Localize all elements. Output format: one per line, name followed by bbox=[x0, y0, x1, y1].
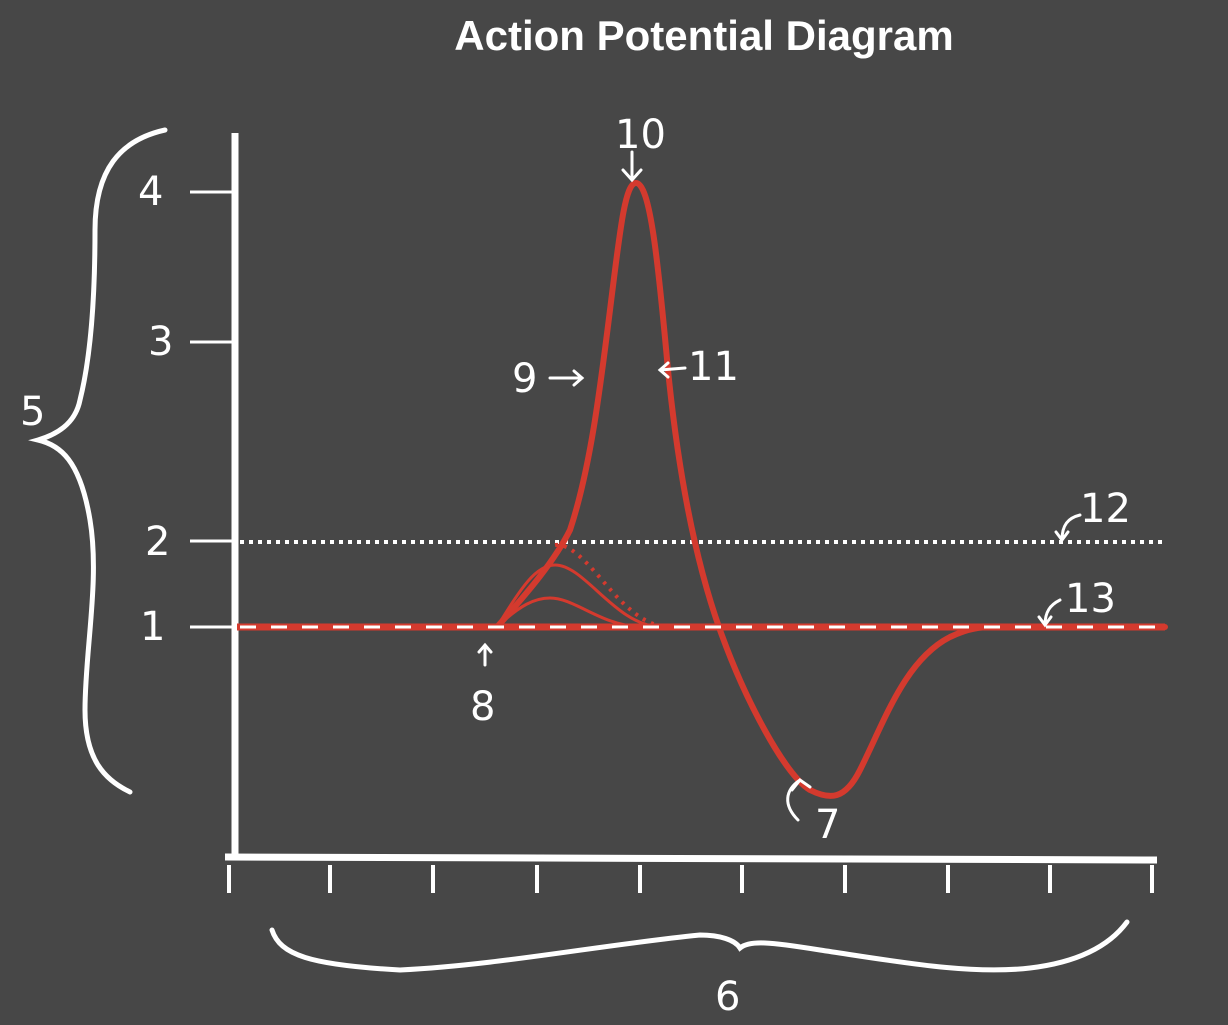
label-12: 12 bbox=[1080, 486, 1131, 532]
y-tick-label-1: 1 bbox=[140, 604, 165, 650]
action-potential-curve bbox=[494, 179, 1168, 799]
y-brace bbox=[28, 127, 168, 795]
label-5: 5 bbox=[20, 389, 45, 435]
annotation-arrows bbox=[477, 150, 1082, 822]
x-ticks bbox=[227, 865, 1154, 893]
arrow-10-icon bbox=[621, 150, 643, 183]
subthreshold-curve-small bbox=[495, 596, 641, 629]
arrow-13-icon bbox=[1037, 598, 1062, 628]
arrow-12-icon bbox=[1054, 513, 1082, 543]
diagram-title: Action Potential Diagram bbox=[454, 12, 954, 59]
y-tick-label-3: 3 bbox=[148, 319, 173, 365]
label-11: 11 bbox=[688, 344, 739, 390]
y-ticks bbox=[190, 190, 235, 629]
y-tick-label-2: 2 bbox=[145, 519, 170, 565]
subthreshold-curve-medium bbox=[495, 563, 661, 629]
arrow-8-icon bbox=[477, 642, 493, 667]
label-9: 9 bbox=[512, 356, 537, 402]
label-7: 7 bbox=[815, 802, 840, 848]
x-axis bbox=[224, 853, 1158, 864]
label-6: 6 bbox=[715, 974, 740, 1020]
arrow-11-icon bbox=[657, 361, 687, 379]
subthreshold-curve-dotted bbox=[554, 542, 671, 629]
label-13: 13 bbox=[1065, 576, 1116, 622]
label-10: 10 bbox=[615, 112, 666, 158]
arrow-9-icon bbox=[548, 369, 585, 387]
x-brace bbox=[269, 919, 1130, 973]
y-tick-label-4: 4 bbox=[138, 169, 163, 215]
arrow-7-icon bbox=[786, 777, 812, 822]
label-8: 8 bbox=[470, 684, 495, 730]
